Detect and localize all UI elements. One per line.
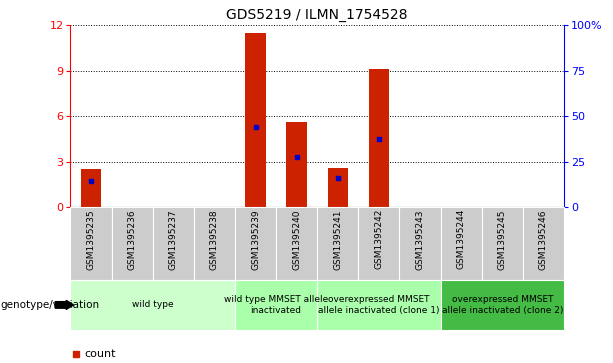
Bar	[70, 280, 235, 330]
Text: GSM1395235: GSM1395235	[86, 209, 96, 270]
Bar	[318, 207, 359, 280]
Text: GSM1395243: GSM1395243	[416, 209, 425, 270]
Bar	[112, 207, 153, 280]
Text: overexpressed MMSET
allele inactivated (clone 1): overexpressed MMSET allele inactivated (…	[318, 295, 440, 315]
Bar	[245, 33, 266, 207]
Text: GSM1395241: GSM1395241	[333, 209, 342, 270]
Bar	[523, 207, 564, 280]
Bar	[153, 207, 194, 280]
Text: GSM1395237: GSM1395237	[169, 209, 178, 270]
Text: genotype/variation: genotype/variation	[1, 300, 100, 310]
Bar	[276, 207, 318, 280]
Bar	[235, 207, 276, 280]
Text: GSM1395239: GSM1395239	[251, 209, 260, 270]
Text: wild type MMSET allele
inactivated: wild type MMSET allele inactivated	[224, 295, 328, 315]
Text: GSM1395245: GSM1395245	[498, 209, 507, 270]
Bar	[441, 207, 482, 280]
Bar	[327, 168, 348, 207]
Text: GSM1395236: GSM1395236	[128, 209, 137, 270]
Bar	[482, 207, 523, 280]
Bar	[81, 169, 101, 207]
Text: GSM1395240: GSM1395240	[292, 209, 301, 270]
Bar	[359, 207, 400, 280]
Text: GSM1395244: GSM1395244	[457, 209, 466, 269]
Bar	[368, 69, 389, 207]
Text: count: count	[85, 349, 116, 359]
Text: GSM1395238: GSM1395238	[210, 209, 219, 270]
Title: GDS5219 / ILMN_1754528: GDS5219 / ILMN_1754528	[226, 8, 408, 22]
Bar	[441, 280, 564, 330]
Bar	[70, 207, 112, 280]
Bar	[286, 122, 307, 207]
Text: GSM1395242: GSM1395242	[375, 209, 383, 269]
Bar	[194, 207, 235, 280]
Bar	[400, 207, 441, 280]
Text: overexpressed MMSET
allele inactivated (clone 2): overexpressed MMSET allele inactivated (…	[441, 295, 563, 315]
Bar	[318, 280, 441, 330]
Text: GSM1395246: GSM1395246	[539, 209, 548, 270]
Text: wild type: wild type	[132, 301, 173, 309]
Bar	[235, 280, 318, 330]
